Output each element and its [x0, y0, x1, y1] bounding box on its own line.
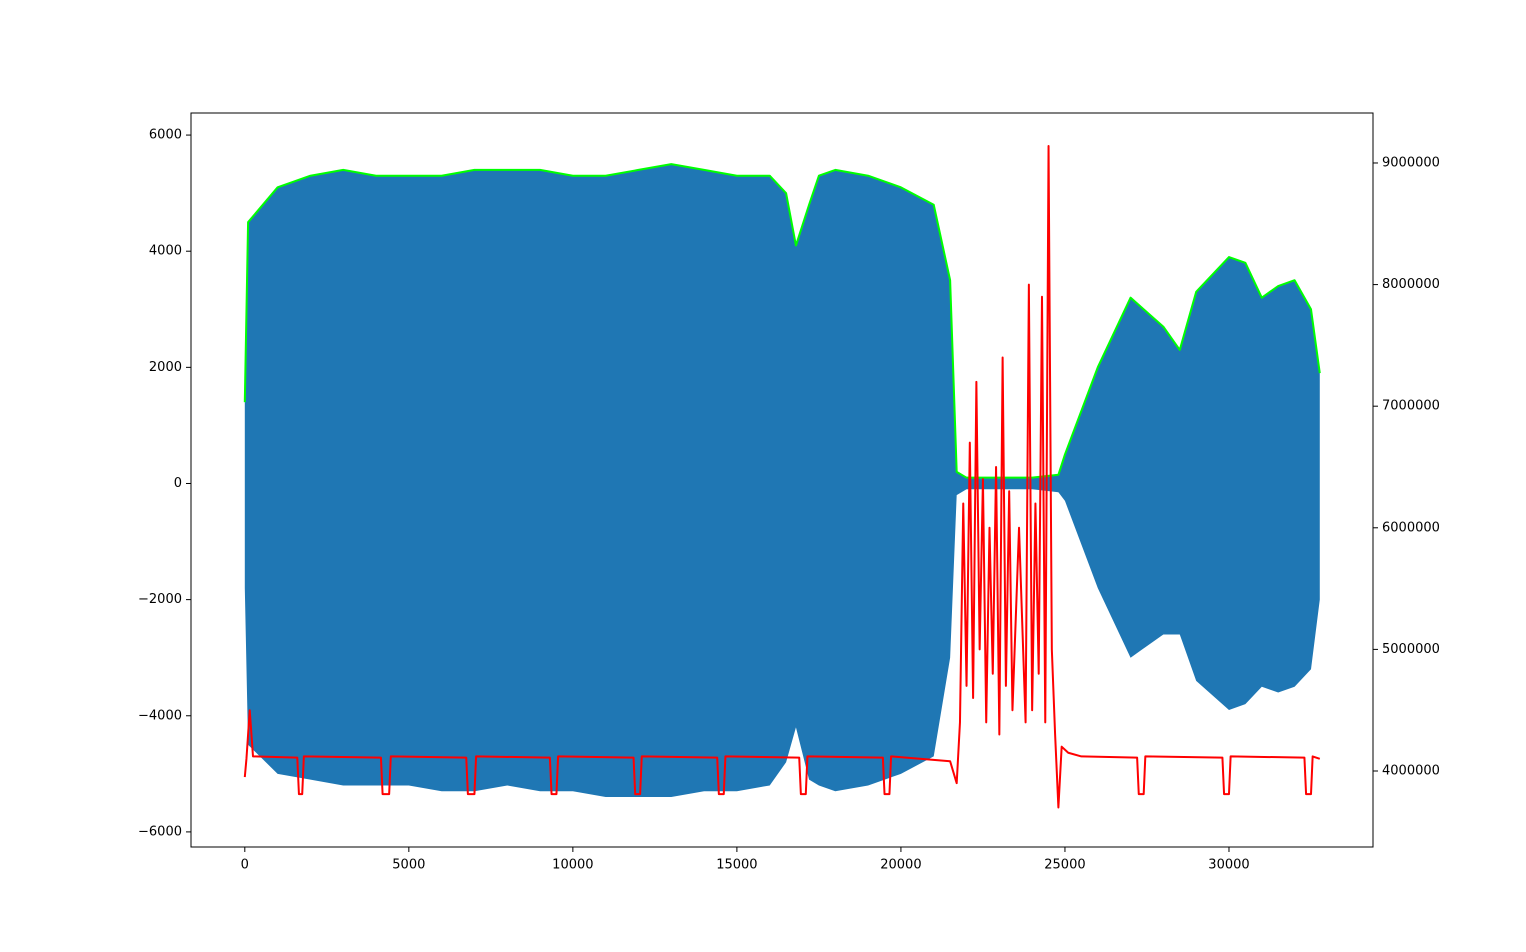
x-tick-label: 5000 [392, 858, 425, 873]
y-tick-label: 0 [174, 476, 182, 491]
y-tick-label: −6000 [138, 824, 182, 839]
x-tick-label: 10000 [552, 858, 593, 873]
x-tick-label: 30000 [1208, 858, 1249, 873]
x-tick-label: 0 [241, 858, 249, 873]
series-line [243, 144, 1321, 809]
y-tick-label: −2000 [138, 592, 182, 607]
x-tick-label: 15000 [716, 858, 757, 873]
x-tick-label: 20000 [880, 858, 921, 873]
y-tick-label: 4000 [149, 244, 182, 259]
y2-tick-label: 6000000 [1382, 520, 1440, 535]
y2-tick-label: 5000000 [1382, 642, 1440, 657]
y2-tick-label: 9000000 [1382, 155, 1440, 170]
y-tick-label: 2000 [149, 360, 182, 375]
y2-tick-label: 8000000 [1382, 277, 1440, 292]
y2-tick-label: 7000000 [1382, 399, 1440, 414]
waveform-area [244, 164, 1320, 798]
axes-frame [190, 112, 1374, 848]
y-tick-label: −4000 [138, 708, 182, 723]
y-tick-label: 6000 [149, 128, 182, 143]
series-line [243, 163, 1321, 479]
y2-tick-label: 4000000 [1382, 763, 1440, 778]
x-tick-label: 25000 [1044, 858, 1085, 873]
plot-area [243, 144, 1321, 809]
